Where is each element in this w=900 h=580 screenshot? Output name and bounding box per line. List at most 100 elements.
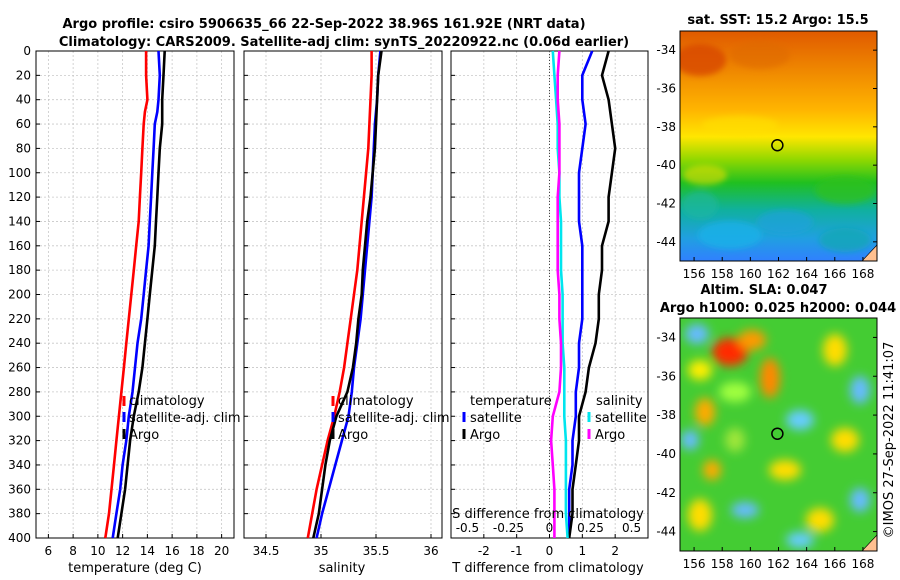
map-y-tick-label: -34 (656, 330, 676, 344)
y-tick-label: 180 (8, 263, 31, 277)
series-line-t-satellite (567, 50, 594, 538)
y-tick-label: 380 (8, 507, 31, 521)
legend-t-satellite-label: satellite (470, 411, 522, 426)
map-x-tick-label: 156 (683, 267, 706, 281)
series-line-satellite-adj-clim (111, 50, 162, 539)
copyright-stamp: ©IMOS 27-Sep-2022 11:41:07 (882, 342, 897, 539)
difference-panel: -2 -1 0 1 2 -0.5 -0.25 0 0.25 0.5 T difference fr… (450, 50, 649, 576)
salinity-panel: 34.5 35 35.5 36 salinity climatology satell… (243, 50, 450, 576)
map-y-tick-label: -38 (656, 408, 676, 422)
x-tick-label: 14 (140, 544, 155, 558)
map-y-tick-label: -34 (656, 43, 676, 57)
series-line-argo (116, 50, 166, 539)
map-x-tick-label: 158 (711, 557, 734, 571)
x-tick-label: 8 (69, 544, 77, 558)
legend-satellite-label: satellite-adj. clim (338, 411, 450, 426)
legend-argo-label: Argo (129, 428, 159, 443)
map-y-tick-label: -36 (656, 369, 676, 383)
sst-argo-position-marker (771, 138, 784, 152)
y-tick-label: 60 (16, 117, 31, 131)
legend-climatology-label: climatology (338, 394, 414, 409)
y-tick-label: 200 (8, 288, 31, 302)
title-line2: Climatology: CARS2009. Satellite-adj cli… (59, 35, 629, 50)
x-tick-label: 16 (164, 544, 179, 558)
legend-t-argo-label: Argo (470, 428, 500, 443)
map-y-tick-label: -42 (656, 486, 676, 500)
y-tick-label: 280 (8, 385, 31, 399)
x-tick-label: 2 (611, 544, 619, 558)
y-tick-label: 80 (16, 141, 31, 155)
sla-map-title-1: Altim. SLA: 0.047 (701, 283, 828, 298)
y-tick-label: 340 (8, 458, 31, 472)
x-tick-label: 20 (214, 544, 229, 558)
series-line-climatology (104, 51, 149, 539)
legend-satellite-label: satellite-adj. clim (129, 411, 241, 426)
salinity-legend: climatology satellite-adj. clim Argo (331, 394, 450, 443)
y-tick-label: 360 (8, 482, 31, 496)
sla-map-title-2: Argo h1000: 0.025 h2000: 0.044 (660, 301, 896, 316)
map-x-tick-label: 162 (767, 557, 790, 571)
map-x-tick-label: 164 (795, 267, 818, 281)
sla-field (680, 318, 877, 551)
title-line1: Argo profile: csiro 5906635_66 22-Sep-20… (62, 17, 585, 32)
sst-map-panel: sat. SST: 15.2 Argo: 15.5 156 158 160 162 16… (656, 13, 878, 281)
map-x-tick-label: 166 (823, 557, 846, 571)
x-tick-label: 35.5 (363, 544, 390, 558)
y-tick-label: 300 (8, 409, 31, 423)
x-tick-label: -2 (478, 544, 490, 558)
y-tick-label: 260 (8, 361, 31, 375)
y-tick-label: 120 (8, 190, 31, 204)
y-tick-label: 220 (8, 312, 31, 326)
map-x-tick-label: 168 (851, 267, 874, 281)
top-x-tick-label: 0 (546, 521, 554, 535)
map-x-tick-label: 160 (739, 267, 762, 281)
map-y-tick-label: -40 (656, 158, 676, 172)
sla-argo-position-marker (771, 427, 784, 440)
top-x-tick-label: 0.5 (622, 521, 641, 535)
difference-xlabel-top: S difference from climatology (452, 507, 644, 522)
difference-xlabel: T difference from climatology (451, 561, 644, 576)
x-tick-label: 18 (189, 544, 204, 558)
top-x-tick-label: 0.25 (577, 521, 604, 535)
legend-salinity-title: salinity (596, 394, 643, 409)
temperature-xlabel: temperature (deg C) (68, 561, 202, 576)
series-line-s-satellite (551, 50, 569, 539)
temperature-legend: climatology satellite-adj. clim Argo (122, 394, 241, 443)
legend-argo-label: Argo (338, 428, 368, 443)
map-y-tick-label: -40 (656, 447, 676, 461)
y-tick-label: 400 (8, 531, 31, 545)
map-x-tick-label: 156 (683, 557, 706, 571)
y-tick-label: 160 (8, 239, 31, 253)
salinity-xlabel: salinity (319, 561, 366, 576)
map-x-tick-label: 164 (795, 557, 818, 571)
map-x-tick-label: 162 (767, 267, 790, 281)
x-tick-label: 0 (546, 544, 554, 558)
sst-map-title: sat. SST: 15.2 Argo: 15.5 (687, 13, 868, 28)
map-x-tick-label: 166 (823, 267, 846, 281)
x-tick-label: 35 (313, 544, 328, 558)
sst-field (680, 31, 877, 261)
map-x-tick-label: 160 (739, 557, 762, 571)
sla-map-panel: Altim. SLA: 0.047 Argo h1000: 0.025 h200… (656, 283, 896, 571)
legend-s-satellite-label: satellite (595, 411, 647, 426)
map-y-tick-label: -38 (656, 120, 676, 134)
map-y-tick-label: -44 (656, 525, 676, 539)
y-tick-label: 100 (8, 166, 31, 180)
legend-climatology-label: climatology (129, 394, 205, 409)
map-y-tick-label: -44 (656, 235, 676, 249)
map-x-tick-label: 158 (711, 267, 734, 281)
y-tick-label: 240 (8, 336, 31, 350)
x-tick-label: -1 (511, 544, 523, 558)
top-x-tick-label: -0.5 (456, 521, 479, 535)
series-line-t-argo (567, 50, 617, 539)
y-tick-label: 40 (16, 93, 31, 107)
x-tick-label: 12 (115, 544, 130, 558)
y-tick-label: 0 (23, 44, 31, 58)
y-tick-label: 20 (16, 68, 31, 82)
map-y-tick-label: -42 (656, 197, 676, 211)
map-y-tick-label: -36 (656, 82, 676, 96)
series-line-argo (312, 50, 383, 539)
x-tick-label: 6 (45, 544, 53, 558)
x-tick-label: 1 (579, 544, 587, 558)
